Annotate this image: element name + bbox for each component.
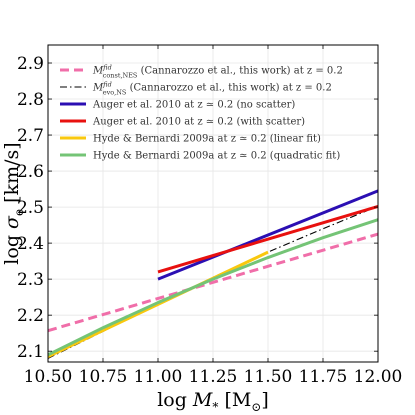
series-line-3 — [157, 204, 379, 274]
x-tick-label-0: 10.50 — [24, 367, 73, 387]
x-tick-label-4: 11.50 — [244, 367, 293, 387]
x-tick-label-6: 12.00 — [354, 367, 403, 387]
y-tick-label-0: 2.1 — [17, 342, 44, 362]
series-line-5 — [47, 218, 379, 357]
series-line-4 — [47, 250, 269, 358]
y-tick-label-7: 2.8 — [17, 90, 44, 110]
y-tick-label-4: 2.5 — [17, 198, 44, 218]
legend-label-2: Auger et al. 2010 at z ≃ 0.2 (no scatter… — [92, 100, 295, 111]
series-line-0 — [47, 232, 379, 333]
y-tick-label-8: 2.9 — [17, 54, 44, 74]
x-tick-label-5: 11.75 — [299, 367, 348, 387]
x-tick-label-2: 11.00 — [134, 367, 183, 387]
legend-label-5: Hyde & Bernardi 2009a at z ≃ 0.2 (quadra… — [93, 151, 340, 162]
y-tick-label-3: 2.4 — [17, 234, 44, 254]
y-tick-label-2: 2.3 — [17, 270, 44, 290]
legend: Mfid const,NES (Cannarozzo et al., this w… — [60, 64, 343, 162]
series-line-2 — [157, 189, 379, 281]
legend-label-0: Mfid const,NES (Cannarozzo et al., this w… — [92, 64, 343, 80]
y-tick-label-6: 2.7 — [17, 126, 44, 146]
y-tick-label-5: 2.6 — [17, 162, 44, 182]
y-tick-label-1: 2.2 — [17, 306, 44, 326]
legend-label-1: Mfid evo,NS (Cannarozzo et al., this work… — [92, 81, 332, 97]
axis-ticks: 10.50 10.75 11.00 11.25 11.50 11.75 12.00 2.1 2.… — [17, 45, 402, 387]
legend-label-3: Auger et al. 2010 at z ≃ 0.2 (with scatt… — [92, 117, 305, 128]
x-tick-label-3: 11.25 — [189, 367, 238, 387]
series-lines — [47, 189, 379, 359]
x-axis-label: log M* [M⊙] — [157, 389, 269, 415]
grid — [47, 45, 379, 362]
series-line-1 — [47, 210, 368, 359]
x-tick-label-1: 10.75 — [79, 367, 128, 387]
legend-label-4: Hyde & Bernardi 2009a at z ≃ 0.2 (linear… — [93, 134, 321, 145]
y-axis-label: log σe [km/s] — [1, 142, 28, 264]
